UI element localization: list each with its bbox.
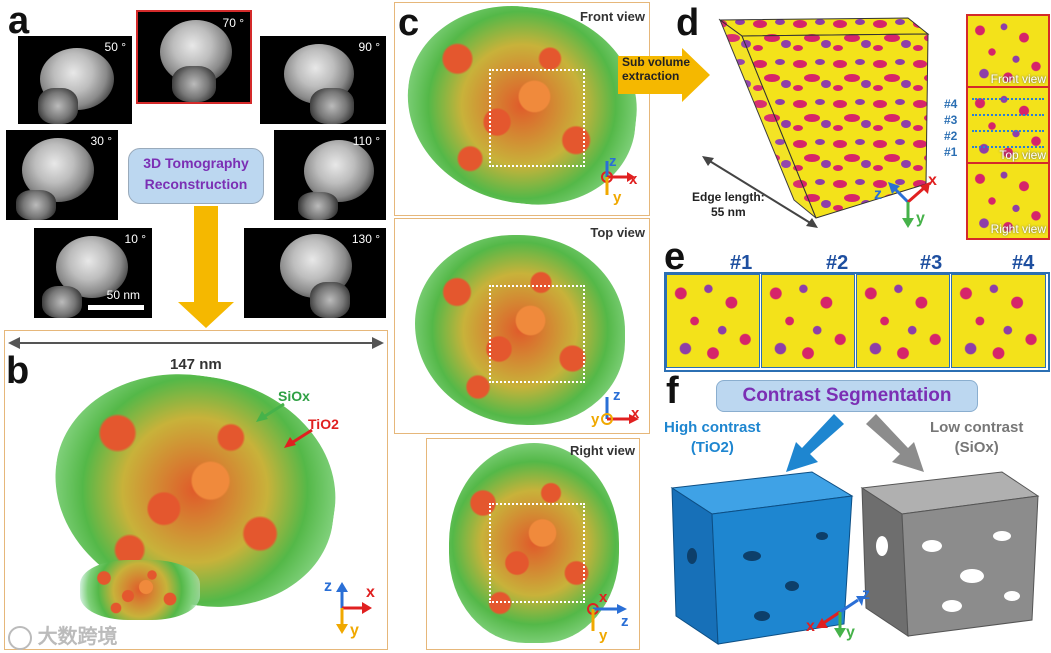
axis-x-label: x (806, 618, 815, 635)
tem-image-110: 110 ° (274, 130, 386, 220)
tilt-angle-label: 90 ° (358, 40, 380, 54)
right-view-render (429, 441, 637, 647)
tio2-annotation: TiO2 (308, 416, 339, 432)
front-view-frame: Front view z x y (394, 2, 650, 216)
right-view-frame: Right view x z y (426, 438, 640, 650)
tilt-angle-label: 70 ° (222, 16, 244, 30)
edge-length-arrow (702, 156, 818, 228)
reconstruction-arrow (178, 206, 234, 328)
slice-label-2: #2 (826, 252, 849, 274)
watermark-logo-icon (8, 625, 32, 650)
slice-markers: #4 #3 #2 #1 (944, 97, 958, 159)
axis-x-label: x (631, 405, 640, 422)
edge-length-label: Edge length: 55 nm (692, 190, 765, 219)
top-view-label: Top view (590, 225, 645, 240)
axis-y-label: y (613, 189, 622, 206)
width-label: 147 nm (170, 356, 222, 373)
volume-render-main (20, 370, 350, 640)
width-dimension-arrow (8, 337, 384, 349)
slice-2 (761, 274, 855, 368)
side-right-view: Right view (966, 162, 1050, 240)
tio2-segmented-cube (670, 471, 854, 645)
axis-x-label: x (928, 172, 937, 189)
axis-triad-front: z x y (595, 153, 645, 209)
high-contrast-arrow (786, 414, 844, 472)
panel-label-d: d (676, 2, 700, 44)
tilt-angle-label: 110 ° (352, 134, 380, 148)
axis-z-label: z (324, 578, 332, 595)
axis-x-label: x (629, 171, 638, 188)
axis-x-label: x (599, 589, 608, 606)
axis-y-label: y (350, 622, 359, 639)
axis-y-label: y (591, 411, 600, 428)
slice-1 (666, 274, 760, 368)
low-contrast-arrow (866, 414, 924, 472)
axis-z-label: z (613, 387, 621, 404)
axis-z-label: z (862, 586, 870, 603)
subvolume-box-top (489, 285, 585, 383)
axis-triad-b: z x y (318, 578, 382, 640)
badge-line-1: 3D Tomography (143, 155, 249, 171)
panel-label-b: b (6, 350, 30, 392)
axis-triad-d: z x y (872, 172, 950, 234)
sub-volume-extraction-arrow (618, 48, 710, 102)
slice-3 (856, 274, 950, 368)
extracted-cube (718, 17, 930, 219)
axis-triad-right: x z y (581, 589, 637, 647)
scale-bar (88, 305, 144, 310)
scale-bar-label: 50 nm (106, 288, 140, 302)
slice-label-3: #3 (920, 252, 943, 274)
siox-annotation: SiOx (278, 388, 310, 404)
top-view-frame: Top view z x y (394, 218, 650, 434)
tio2-label: TiO2 (308, 416, 339, 432)
top-view-render (397, 221, 647, 431)
tem-image-70: 70 ° (136, 10, 252, 104)
tem-image-30: 30 ° (6, 130, 118, 220)
tilt-angle-label: 10 ° (124, 232, 146, 246)
right-view-label: Right view (569, 443, 635, 458)
axis-triad-f: x z y (804, 584, 884, 644)
tomography-badge: 3D Tomography Reconstruction (128, 148, 264, 204)
slice-label-4: #4 (1012, 252, 1035, 274)
low-contrast-label: Low contrast (SiOx) (930, 419, 1024, 456)
axis-z-label: z (874, 186, 882, 203)
badge-line-2: Reconstruction (144, 176, 248, 192)
siox-pointer-arrow (256, 402, 285, 422)
slice-4 (951, 274, 1046, 368)
tilt-angle-label: 50 ° (104, 40, 126, 54)
watermark: 大数跨境 (8, 620, 118, 650)
tio2-pointer-arrow (284, 428, 313, 448)
axis-z-label: z (621, 613, 629, 630)
subvolume-box-right (489, 503, 585, 603)
high-contrast-label: High contrast (TiO2) (664, 419, 761, 456)
panel-label-e: e (664, 236, 686, 278)
side-top-view: Top view (966, 86, 1050, 166)
panel-b-frame (4, 330, 388, 650)
slice-strip (664, 272, 1050, 372)
contrast-segmentation-title: Contrast Segmentation (716, 380, 978, 412)
sub-volume-label: Sub volume extraction (622, 55, 691, 83)
panel-label-a: a (8, 0, 30, 42)
axis-y-label: y (846, 624, 855, 641)
side-front-view: Front view (966, 14, 1050, 90)
subvolume-box-front (489, 69, 585, 167)
axis-triad-top: z x y (589, 385, 645, 431)
axis-z-label: z (609, 153, 617, 170)
tem-image-10: 10 ° 50 nm (34, 228, 152, 318)
slice-label-1: #1 (730, 252, 753, 274)
tem-image-50: 50 ° (18, 36, 132, 124)
axis-x-label: x (366, 584, 375, 601)
axis-y-label: y (599, 627, 608, 644)
tilt-angle-label: 130 ° (351, 232, 380, 246)
axis-y-label: y (916, 210, 925, 227)
panel-label-c: c (398, 2, 420, 44)
front-view-label: Front view (579, 9, 645, 24)
tem-image-90: 90 ° (260, 36, 386, 124)
siox-segmented-cube (860, 471, 1040, 637)
tem-image-130: 130 ° (244, 228, 386, 318)
siox-label: SiOx (278, 388, 310, 404)
tilt-angle-label: 30 ° (90, 134, 112, 148)
panel-label-f: f (666, 370, 679, 412)
